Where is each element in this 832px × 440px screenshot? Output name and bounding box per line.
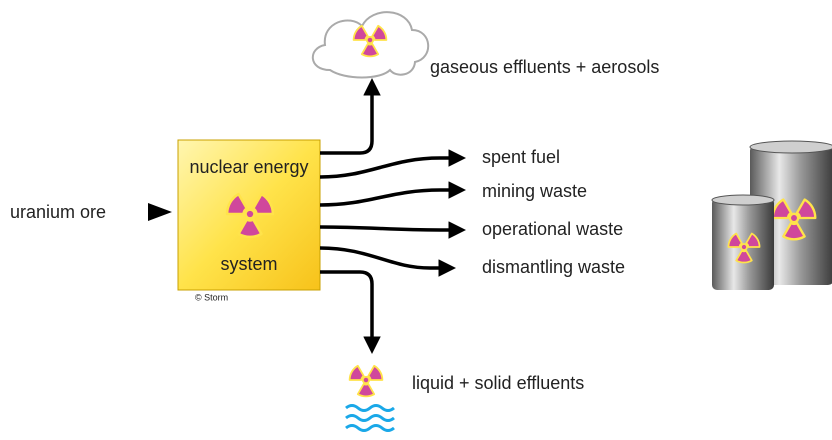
water: [346, 406, 394, 431]
credit: © Storm: [195, 292, 228, 302]
arrow: [320, 92, 372, 153]
radiation-icon: [223, 187, 276, 240]
arrow: [320, 248, 442, 268]
arrow: [320, 227, 452, 230]
input-label: uranium ore: [10, 202, 106, 222]
arrow: [320, 272, 372, 340]
output-label: operational waste: [482, 219, 623, 239]
system-label: system: [220, 254, 277, 274]
radiation-icon: [347, 361, 385, 399]
output-label: liquid + solid effluents: [412, 373, 584, 393]
output-label: spent fuel: [482, 147, 560, 167]
barrels: [712, 141, 832, 290]
system-label: nuclear energy: [189, 157, 308, 177]
input-arrow: [148, 203, 172, 221]
output-label: dismantling waste: [482, 257, 625, 277]
arrow: [320, 158, 452, 177]
diagram: gaseous effluents + aerosols nuclear ene…: [0, 0, 832, 440]
arrow: [320, 190, 452, 205]
output-label: gaseous effluents + aerosols: [430, 57, 659, 77]
output-label: mining waste: [482, 181, 587, 201]
radiation-icon: [351, 21, 389, 59]
